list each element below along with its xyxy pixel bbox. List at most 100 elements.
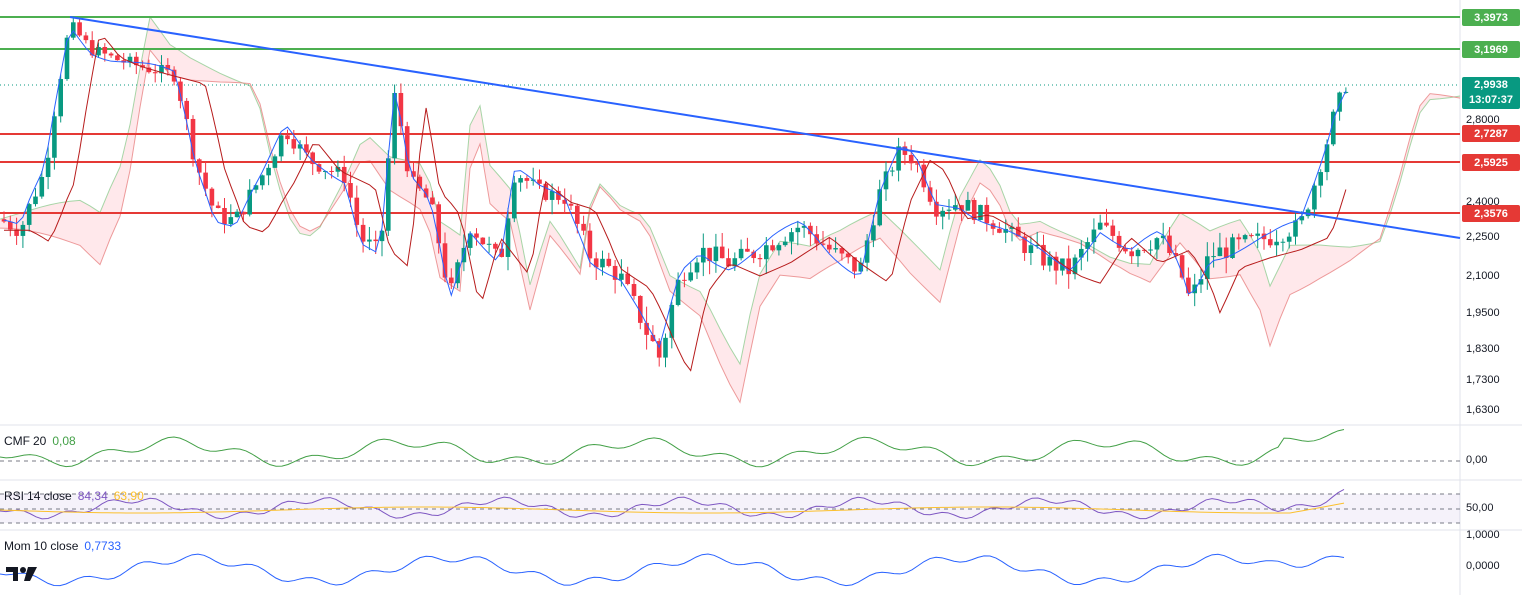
candle-body <box>222 207 227 225</box>
candle-body <box>304 144 309 153</box>
candle-body <box>398 92 404 127</box>
candle-body <box>1280 241 1286 243</box>
candle-body <box>493 243 498 249</box>
candle-body <box>436 204 441 244</box>
level-tag-2-7287: 2,7287 <box>1462 125 1520 142</box>
candle-body <box>1255 233 1260 236</box>
candle-body <box>127 56 133 63</box>
candle-body <box>367 239 372 242</box>
candle-body <box>39 177 45 197</box>
candle-body <box>505 218 511 257</box>
candle-body <box>839 248 845 254</box>
candle-body <box>1016 226 1021 237</box>
candle-body <box>827 244 832 250</box>
candle-body <box>562 199 567 204</box>
candle-body <box>417 176 423 189</box>
candle-body <box>190 118 196 160</box>
candle-body <box>1085 242 1090 249</box>
candle-body <box>625 273 630 285</box>
price-tick: 1,8300 <box>1466 343 1500 355</box>
candle-body <box>1249 235 1254 237</box>
candle-body <box>1318 172 1323 186</box>
candle-body <box>1167 235 1172 254</box>
cmf-pane-title[interactable]: CMF 20 0,08 <box>4 434 82 448</box>
candle-body <box>1293 220 1298 237</box>
candle-body <box>1192 284 1197 294</box>
kijun-line <box>4 37 1347 372</box>
candle-body <box>310 152 315 165</box>
mom-pane-title[interactable]: Mom 10 close 0,7733 <box>4 539 127 553</box>
candle-body <box>896 146 901 171</box>
candle-body <box>486 243 492 245</box>
candle-body <box>449 277 454 284</box>
candle-body <box>392 92 397 159</box>
candle-body <box>291 139 297 149</box>
candle-body <box>386 158 391 231</box>
price-tick: 2,2500 <box>1466 231 1500 243</box>
candle-body <box>184 100 189 119</box>
candle-body <box>650 334 656 342</box>
candle-body <box>341 166 347 183</box>
candle-body <box>1091 229 1097 243</box>
candle-body <box>890 170 895 172</box>
candle-body <box>757 258 763 260</box>
candle-body <box>1179 255 1185 278</box>
candle-body <box>751 251 756 259</box>
candle-body <box>146 67 152 73</box>
cmf-name: CMF <box>4 434 30 448</box>
candle-body <box>1268 239 1273 246</box>
candle-body <box>14 229 19 236</box>
candle-body <box>997 228 1002 233</box>
candle-body <box>833 248 838 250</box>
candle-body <box>1022 236 1027 254</box>
tradingview-logo-icon[interactable] <box>6 566 38 587</box>
candle-body <box>58 79 63 117</box>
candle-body <box>64 37 70 80</box>
candle-body <box>1211 256 1216 258</box>
mom-zero-label: 0,0000 <box>1466 560 1500 572</box>
level-tag-2-3576: 2,3576 <box>1462 205 1520 222</box>
candle-body <box>738 248 744 259</box>
candle-body <box>241 211 246 215</box>
candle-body <box>1116 235 1122 248</box>
rsi-ma-value: 63,90 <box>113 489 144 503</box>
candle-body <box>808 225 813 235</box>
candle-body <box>587 230 593 259</box>
candle-body <box>26 204 32 225</box>
candle-body <box>1198 279 1204 285</box>
candle-body <box>688 272 693 281</box>
candle-body <box>1154 238 1160 250</box>
candle-body <box>1123 247 1128 252</box>
rsi-mid-label: 50,00 <box>1466 502 1494 514</box>
candle-body <box>1129 251 1134 257</box>
candle-body <box>1053 256 1059 271</box>
candle-body <box>474 233 479 238</box>
rsi-line <box>0 489 1345 520</box>
rsi-pane-title[interactable]: RSI 14 close 84,34 63,90 <box>4 489 150 503</box>
candle-body <box>278 135 284 157</box>
candle-body <box>575 205 580 224</box>
momentum-line <box>0 553 1345 587</box>
candle-body <box>656 341 662 358</box>
candle-body <box>745 248 750 252</box>
candle-body <box>644 322 649 335</box>
candle-body <box>1312 185 1317 210</box>
candle-body <box>1104 222 1109 226</box>
candle-body <box>360 224 366 242</box>
candle-body <box>927 187 933 202</box>
descending-trendline <box>69 16 1461 239</box>
candle-body <box>83 35 89 41</box>
candle-body <box>71 22 76 38</box>
candle-body <box>537 179 542 184</box>
candle-body <box>518 178 523 183</box>
candle-body <box>115 55 120 61</box>
candle-body <box>1242 235 1248 240</box>
candle-body <box>96 46 101 56</box>
candle-body <box>108 53 114 56</box>
candle-body <box>638 295 643 323</box>
candle-body <box>1274 241 1279 246</box>
candle-body <box>297 144 303 149</box>
candle-body <box>871 225 876 241</box>
candle-body <box>159 64 164 74</box>
